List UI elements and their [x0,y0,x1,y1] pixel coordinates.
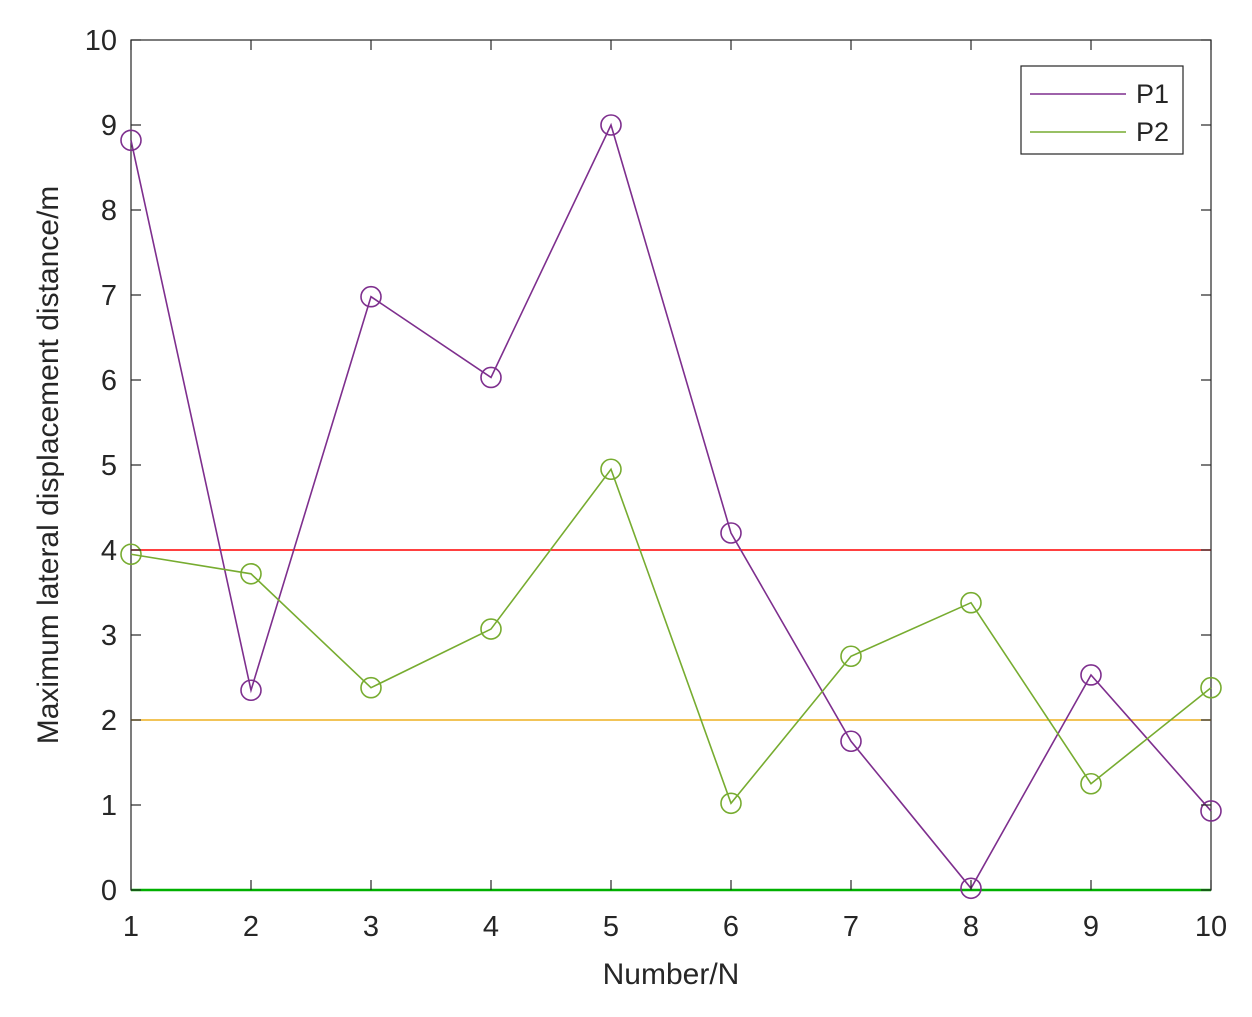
y-tick-label: 0 [101,875,117,907]
y-tick-label: 4 [101,535,117,567]
legend-label-p2: P2 [1136,117,1169,147]
x-tick-label: 4 [483,911,499,943]
x-tick-label: 10 [1195,911,1227,943]
y-tick-label: 10 [85,25,117,57]
x-axis: 1 2 3 4 5 6 7 8 9 10 [123,40,1227,943]
data-point-p1 [960,877,982,900]
x-tick-label: 9 [1083,911,1099,943]
x-tick-label: 8 [963,911,979,943]
series-line-p2 [130,467,1212,805]
data-point-p2 [1080,772,1102,795]
data-point-p1 [1080,664,1102,686]
data-point-p2 [720,792,742,815]
y-tick-label: 9 [101,110,117,142]
data-point-p2 [960,591,982,614]
y-tick-label: 8 [101,195,117,227]
legend-label-p1: P1 [1136,79,1169,109]
y-axis: 0 1 2 3 4 5 6 7 8 9 10 [85,25,1211,907]
data-point-p1 [480,366,502,389]
data-point-p2 [1200,676,1222,699]
y-tick-label: 7 [101,280,117,312]
y-tick-label: 2 [101,705,117,737]
reference-lines [131,549,1211,892]
data-point-p1 [600,114,622,136]
x-tick-label: 2 [243,911,259,943]
data-point-p1 [360,285,382,308]
data-point-p1 [240,679,262,702]
legend-box [1020,65,1184,155]
y-axis-label: Maximum lateral displacement distance/m [32,186,65,745]
x-tick-label: 3 [363,911,379,943]
data-point-p1 [840,730,862,753]
x-axis-label: Number/N [603,958,740,991]
plot-area [130,39,1212,891]
x-tick-label: 5 [603,911,619,943]
series-line-p1 [130,122,1212,890]
data-point-p2 [120,543,142,566]
data-point-p1 [1200,800,1222,822]
data-point-p2 [840,645,862,668]
data-point-p2 [600,458,622,481]
data-point-p1 [720,522,742,544]
y-tick-label: 5 [101,450,117,482]
y-tick-label: 3 [101,620,117,652]
series-layer [120,114,1222,900]
y-tick-label: 6 [101,365,117,397]
legend: P1 P2 [1020,65,1184,155]
data-point-p2 [240,562,262,585]
data-point-p2 [360,676,382,699]
x-tick-label: 7 [843,911,859,943]
data-point-p2 [480,618,502,640]
x-tick-label: 1 [123,911,139,943]
data-point-p1 [120,129,142,152]
x-tick-label: 6 [723,911,739,943]
y-tick-label: 1 [101,790,117,822]
